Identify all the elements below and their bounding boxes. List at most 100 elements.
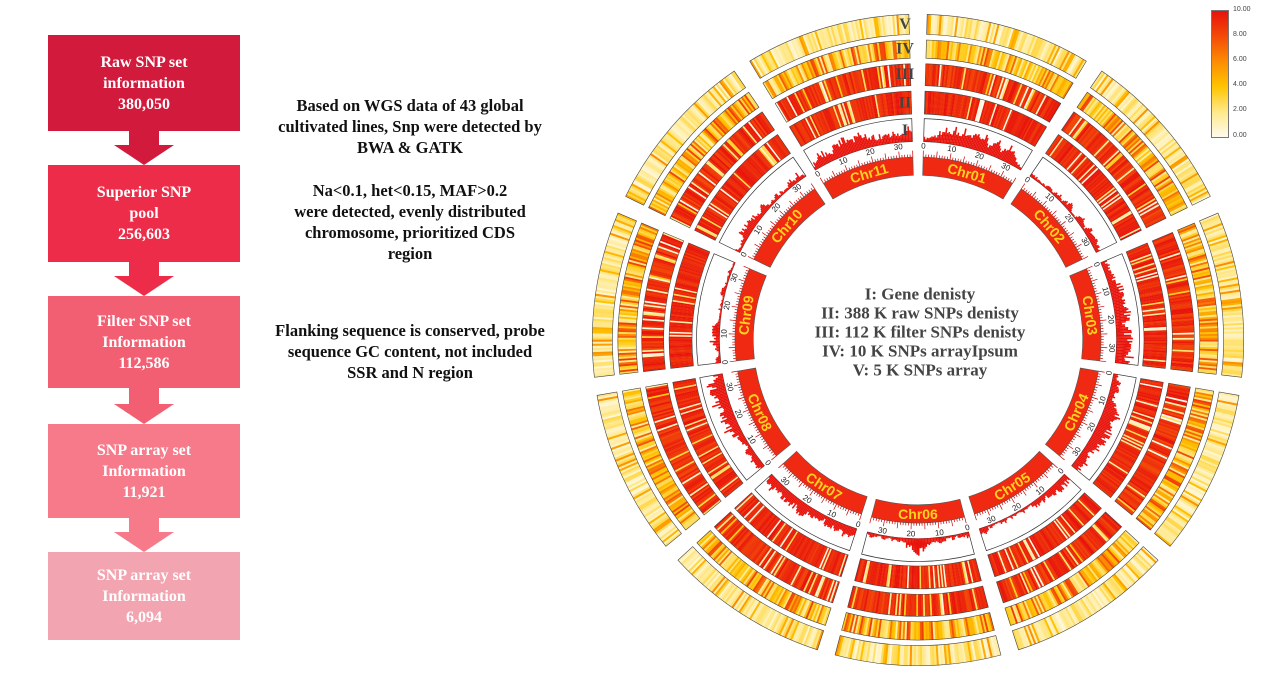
gene-density-bar xyxy=(818,513,824,522)
density-segment xyxy=(735,169,754,187)
gene-density-bar xyxy=(734,429,742,434)
density-segment xyxy=(656,248,678,258)
density-segment xyxy=(605,244,626,253)
density-segment xyxy=(1159,482,1177,494)
gene-density-bar xyxy=(833,520,838,529)
density-segment xyxy=(698,494,718,510)
density-segment xyxy=(1024,34,1034,55)
density-segment xyxy=(915,594,918,617)
gene-density-bar xyxy=(985,146,989,154)
step-subtitle: pool xyxy=(129,205,159,222)
gene-density-bar xyxy=(796,500,803,509)
density-segment xyxy=(1157,137,1176,153)
density-segment xyxy=(1142,508,1159,522)
density-segment xyxy=(864,68,871,91)
density-segment xyxy=(1076,572,1089,589)
density-segment xyxy=(889,592,894,616)
tick-mark xyxy=(742,409,749,413)
density-segment xyxy=(1009,29,1019,50)
density-segment xyxy=(1065,510,1082,529)
density-segment xyxy=(879,16,885,37)
density-segment xyxy=(700,534,716,549)
density-segment xyxy=(997,77,1007,99)
density-segment xyxy=(1113,214,1134,228)
gene-density-bar xyxy=(1105,271,1112,275)
density-segment xyxy=(1063,579,1076,597)
gene-density-bar xyxy=(859,135,865,150)
density-segment xyxy=(684,516,700,531)
density-segment xyxy=(1103,198,1124,213)
density-segment xyxy=(857,559,865,582)
density-segment xyxy=(1122,433,1145,446)
density-segment xyxy=(1139,115,1156,132)
density-segment xyxy=(1190,475,1210,487)
density-segment xyxy=(1111,543,1126,559)
gene-density-bar xyxy=(799,504,809,516)
density-segment xyxy=(1152,174,1170,187)
gene-density-bar xyxy=(983,143,989,154)
density-segment xyxy=(994,76,1003,98)
density-segment xyxy=(1095,557,1109,574)
density-segment xyxy=(857,588,865,611)
density-segment xyxy=(682,550,699,567)
density-segment xyxy=(811,114,824,136)
ring-iii-filter-snp-density xyxy=(774,63,912,123)
density-segment xyxy=(922,594,926,617)
density-segment xyxy=(1114,449,1136,463)
tick-mark xyxy=(985,167,988,171)
step-title: SNP array set xyxy=(96,441,192,459)
density-segment xyxy=(785,619,797,639)
density-segment xyxy=(833,552,843,575)
tick-mark xyxy=(1097,305,1105,308)
density-segment xyxy=(1204,226,1225,236)
gene-density-bar xyxy=(751,452,756,457)
chromosome-band xyxy=(1045,367,1099,457)
density-segment xyxy=(1033,38,1044,59)
gene-density-bar xyxy=(949,134,953,145)
density-segment xyxy=(1203,224,1224,234)
tick-mark xyxy=(967,161,970,165)
density-segment xyxy=(642,318,665,322)
density-segment xyxy=(621,289,641,295)
density-segment xyxy=(711,466,732,481)
density-segment xyxy=(721,144,739,162)
gene-density-bar xyxy=(770,478,777,485)
tick-mark xyxy=(1027,191,1030,194)
gene-density-bar xyxy=(1083,448,1090,453)
density-segment xyxy=(1006,54,1014,73)
gene-density-bar xyxy=(976,138,982,151)
density-segment xyxy=(1194,391,1214,398)
density-segment xyxy=(960,67,967,90)
density-segment xyxy=(755,56,768,76)
density-segment xyxy=(980,614,987,633)
density-segment xyxy=(731,134,748,153)
density-segment xyxy=(646,286,669,293)
density-segment xyxy=(948,15,953,37)
density-segment xyxy=(1076,162,1095,181)
density-segment xyxy=(707,573,723,591)
density-segment xyxy=(952,591,957,614)
density-segment xyxy=(883,93,889,117)
density-segment xyxy=(1133,406,1156,416)
density-segment xyxy=(1148,126,1166,142)
density-segment xyxy=(1172,342,1195,346)
gene-density-bar xyxy=(1112,378,1117,381)
density-segment xyxy=(724,585,739,604)
ring-frame xyxy=(1076,91,1188,217)
density-segment xyxy=(945,644,950,665)
gene-density-bar xyxy=(913,538,916,553)
density-segment xyxy=(862,18,869,39)
density-segment xyxy=(1032,125,1046,146)
tick-mark xyxy=(965,160,967,164)
density-segment xyxy=(1110,457,1131,471)
density-segment xyxy=(875,643,881,664)
density-segment xyxy=(637,172,657,185)
density-segment xyxy=(1093,73,1108,92)
density-segment xyxy=(776,615,788,635)
density-segment xyxy=(782,97,796,119)
density-segment xyxy=(1211,250,1232,259)
density-segment xyxy=(1139,382,1163,389)
density-segment xyxy=(739,97,752,114)
density-segment xyxy=(1019,32,1028,53)
density-segment xyxy=(923,621,926,641)
